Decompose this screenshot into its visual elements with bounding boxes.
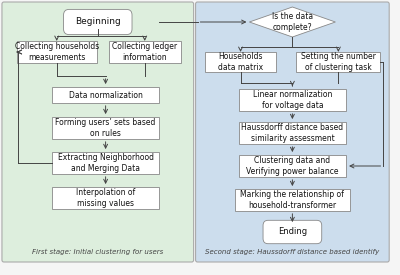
FancyBboxPatch shape (235, 189, 350, 211)
Text: Linear normalization
for voltage data: Linear normalization for voltage data (253, 90, 332, 110)
FancyBboxPatch shape (239, 122, 346, 144)
Text: Forming users’ sets based
on rules: Forming users’ sets based on rules (56, 118, 156, 138)
FancyBboxPatch shape (64, 9, 132, 35)
FancyBboxPatch shape (239, 89, 346, 111)
Text: Collecting ledger
information: Collecting ledger information (112, 42, 177, 62)
Text: Second stage: Haussdorff distance based identify: Second stage: Haussdorff distance based … (205, 249, 380, 255)
Text: Collecting households
measurements: Collecting households measurements (14, 42, 99, 62)
FancyBboxPatch shape (17, 41, 97, 63)
FancyBboxPatch shape (108, 41, 181, 63)
Text: Beginning: Beginning (75, 18, 121, 26)
FancyBboxPatch shape (239, 155, 346, 177)
Text: Interpolation of
missing values: Interpolation of missing values (76, 188, 135, 208)
Text: Setting the number
of clustering task: Setting the number of clustering task (301, 52, 376, 72)
FancyBboxPatch shape (263, 220, 322, 244)
Text: First stage: Initial clustering for users: First stage: Initial clustering for user… (32, 249, 164, 255)
Text: Extracting Neighborhood
and Merging Data: Extracting Neighborhood and Merging Data (58, 153, 154, 173)
Text: Clustering data and
Verifying power balance: Clustering data and Verifying power bala… (246, 156, 339, 176)
Text: Ending: Ending (278, 227, 307, 236)
FancyBboxPatch shape (196, 2, 389, 262)
FancyBboxPatch shape (52, 187, 159, 209)
FancyBboxPatch shape (2, 2, 194, 262)
FancyBboxPatch shape (52, 87, 159, 103)
FancyBboxPatch shape (296, 52, 380, 72)
FancyBboxPatch shape (52, 117, 159, 139)
FancyBboxPatch shape (52, 152, 159, 174)
Text: Is the data
complete?: Is the data complete? (272, 12, 313, 32)
Text: Haussdorff distance based
similarity assessment: Haussdorff distance based similarity ass… (241, 123, 344, 143)
FancyBboxPatch shape (205, 52, 276, 72)
Polygon shape (249, 7, 336, 37)
Text: Marking the relationship of
household-transformer: Marking the relationship of household-tr… (240, 190, 344, 210)
Text: Households
data matrix: Households data matrix (218, 52, 263, 72)
Text: Data normalization: Data normalization (69, 90, 142, 100)
